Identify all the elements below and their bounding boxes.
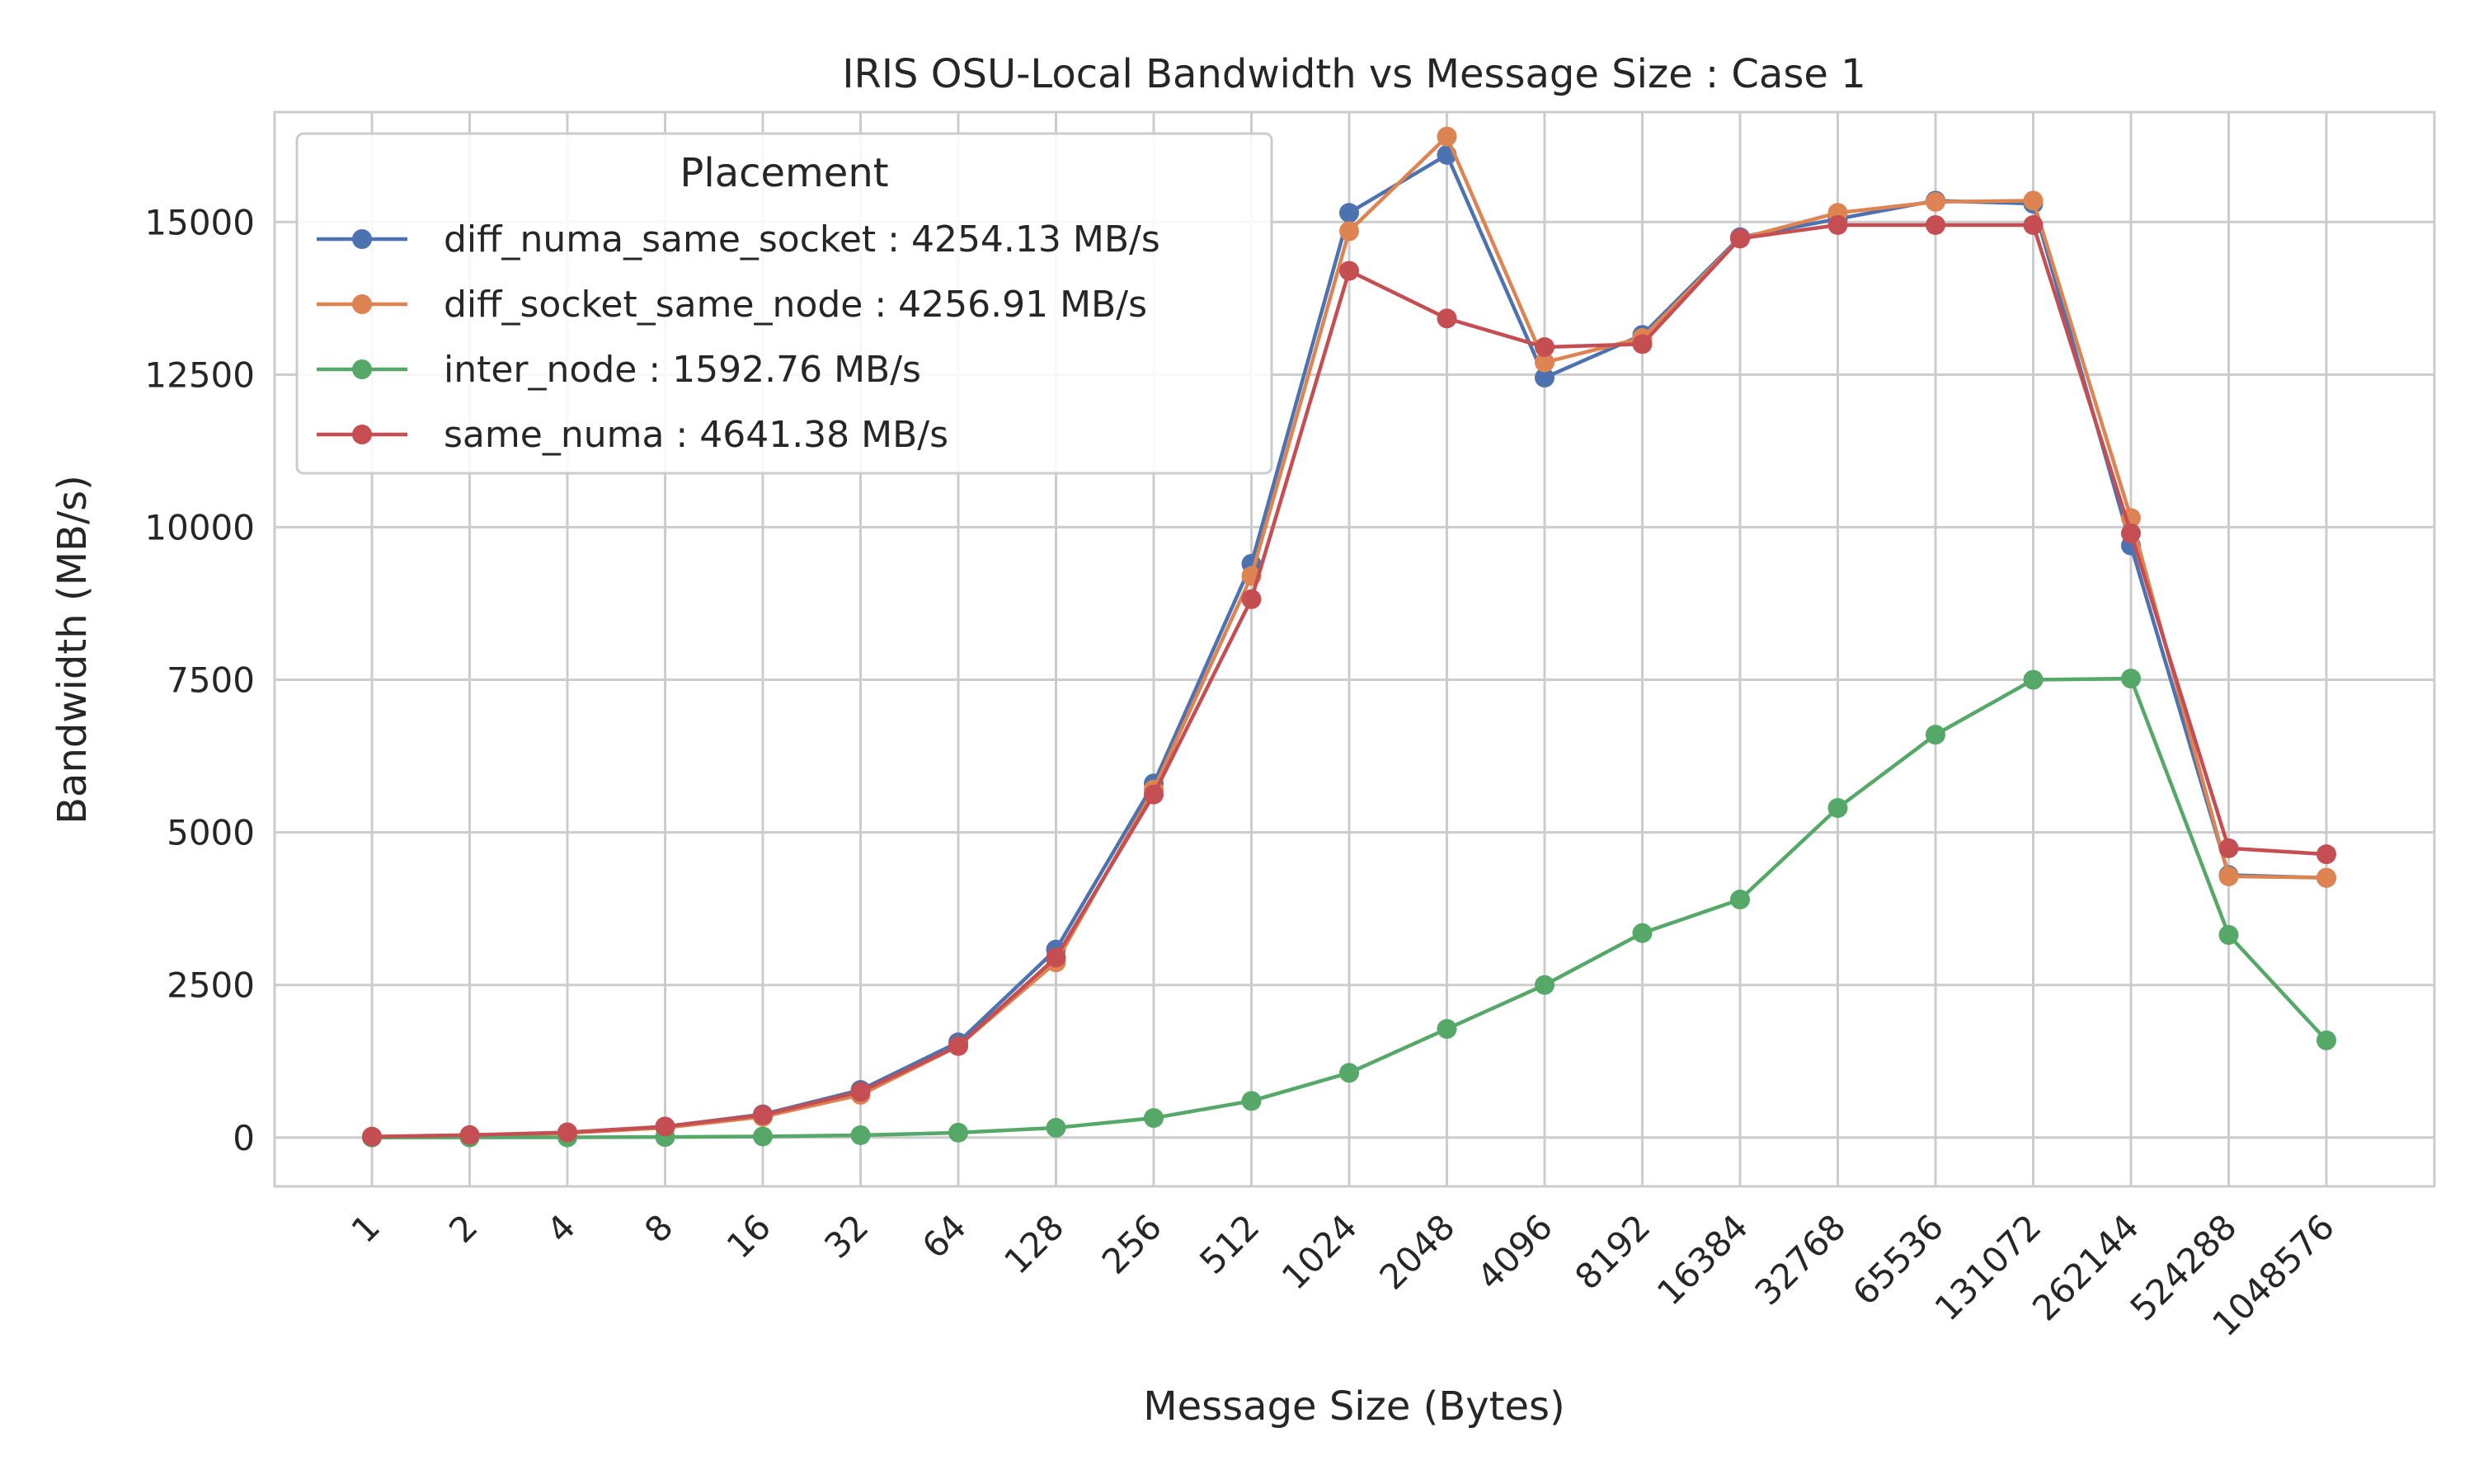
data-point — [1535, 352, 1554, 373]
data-point — [1241, 1091, 1262, 1111]
data-point — [362, 1126, 382, 1147]
data-point — [2218, 924, 2239, 945]
data-point — [2218, 838, 2239, 858]
series-layer — [362, 126, 2336, 1148]
y-tick-label: 2500 — [167, 965, 255, 1006]
series-group — [362, 214, 2336, 1147]
data-point — [1437, 308, 1457, 329]
data-point — [753, 1126, 773, 1147]
legend-marker — [352, 229, 372, 249]
legend-label: same_numa : 4641.38 MB/s — [444, 414, 948, 456]
y-tick-label: 0 — [233, 1118, 255, 1158]
data-point — [2121, 669, 2141, 689]
data-point — [948, 1036, 968, 1056]
legend-label: diff_socket_same_node : 4256.91 MB/s — [444, 284, 1147, 326]
y-tick-label: 12500 — [144, 355, 255, 395]
chart-title: IRIS OSU-Local Bandwidth vs Message Size… — [842, 51, 1865, 97]
legend-label: diff_numa_same_socket : 4254.13 MB/s — [444, 218, 1160, 261]
data-point — [1730, 228, 1750, 249]
data-point — [1046, 1117, 1066, 1138]
data-point — [1827, 797, 1848, 818]
data-point — [1046, 947, 1066, 968]
data-point — [1144, 1108, 1164, 1129]
data-point — [1535, 337, 1554, 358]
legend-marker — [352, 425, 372, 444]
legend-entries: diff_numa_same_socket : 4254.13 MB/s diff… — [317, 218, 1160, 456]
data-point — [1827, 214, 1848, 235]
data-point — [1730, 890, 1750, 910]
data-point — [1241, 589, 1262, 609]
data-point — [557, 1122, 577, 1143]
data-point — [1926, 214, 1945, 235]
data-point — [2316, 844, 2336, 865]
data-point — [1144, 784, 1164, 805]
data-point — [1339, 1063, 1359, 1083]
x-axis-label: Message Size (Bytes) — [1143, 1383, 1565, 1430]
data-point — [1632, 923, 1653, 943]
legend-box — [295, 132, 1273, 475]
y-tick-label: 7500 — [167, 660, 255, 701]
data-point — [1632, 334, 1653, 355]
data-point — [1535, 974, 1554, 995]
data-point — [1339, 261, 1359, 281]
legend-marker — [352, 359, 372, 379]
y-axis-label: Bandwidth (MB/s) — [49, 475, 96, 824]
data-point — [1926, 725, 1945, 745]
data-point — [2316, 1030, 2336, 1050]
data-point — [1437, 1018, 1457, 1039]
data-point — [948, 1122, 968, 1143]
y-tick-label: 5000 — [167, 813, 255, 853]
data-point — [1339, 203, 1359, 223]
y-tick-labels: 0 2500 5000 7500 10000 12500 15000 — [144, 202, 255, 1158]
data-point — [2023, 214, 2044, 235]
data-point — [2023, 190, 2044, 211]
data-point — [753, 1105, 773, 1125]
data-point — [1437, 126, 1457, 147]
legend-marker — [352, 294, 372, 314]
plot-frame — [273, 110, 2436, 1188]
legend-label: inter_node : 1592.76 MB/s — [444, 349, 921, 391]
data-point — [850, 1082, 871, 1102]
series-group — [362, 669, 2336, 1148]
data-point — [1535, 368, 1554, 388]
data-point — [850, 1125, 871, 1145]
data-point — [459, 1125, 480, 1145]
data-point — [2023, 669, 2044, 690]
data-point — [1339, 221, 1359, 242]
data-point — [1926, 191, 1945, 212]
legend: Placement diff_numa_same_socket : 4254.1… — [295, 132, 1273, 475]
legend-title: Placement — [680, 150, 888, 196]
data-point — [2316, 867, 2336, 888]
data-point — [2218, 866, 2239, 886]
data-point — [655, 1116, 675, 1137]
data-point — [2121, 523, 2141, 543]
y-tick-label: 10000 — [144, 507, 255, 547]
y-tick-label: 15000 — [144, 202, 255, 242]
